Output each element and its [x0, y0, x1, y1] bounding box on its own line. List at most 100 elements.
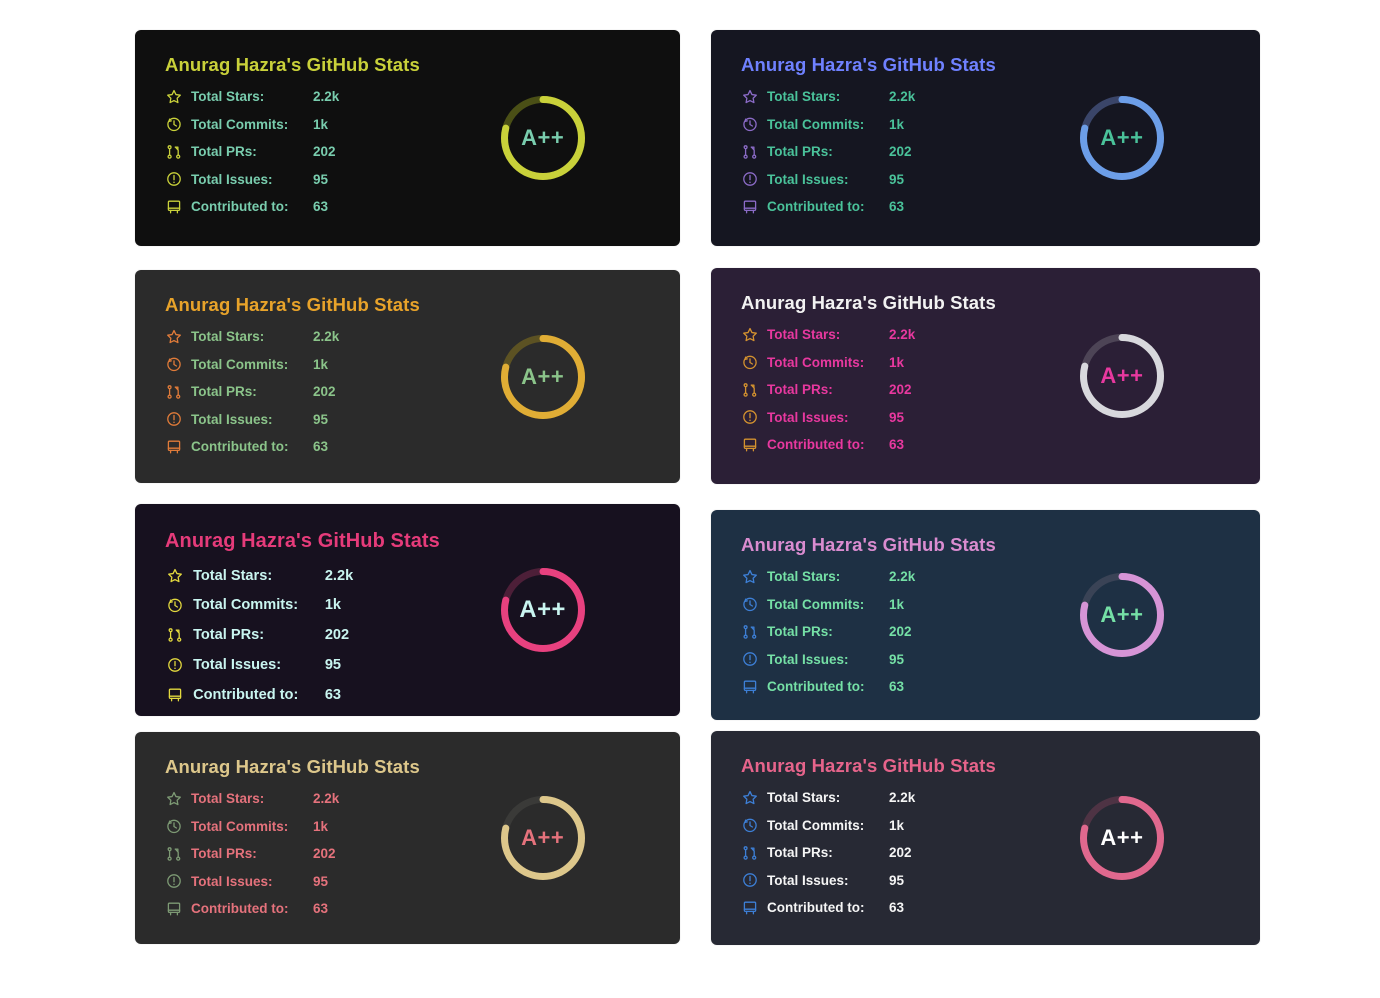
stat-value: 202	[889, 144, 912, 159]
stat-row: Contributed to: 63	[741, 678, 915, 695]
github-stats-card-deep-purple[interactable]: Anurag Hazra's GitHub Stats Total Stars: 2…	[135, 504, 680, 716]
rank-ring-svg	[1079, 334, 1164, 418]
stat-row: Contributed to: 63	[741, 899, 915, 916]
repo-icon	[741, 679, 759, 695]
clock-icon	[165, 597, 184, 613]
star-icon	[741, 327, 759, 343]
stat-label: Total Issues:	[767, 651, 849, 667]
stat-label: Total Commits:	[191, 356, 289, 372]
stat-label: Contributed to:	[191, 199, 289, 214]
issue-icon	[165, 411, 183, 427]
stat-label: Total Stars:	[191, 89, 265, 104]
stat-value: 1k	[313, 356, 329, 372]
stat-row: Contributed to: 63	[165, 198, 339, 215]
clock-icon	[165, 116, 183, 132]
stat-row: Total PRs: 202	[741, 623, 915, 640]
stat-row: Total Stars: 2.2k	[741, 88, 915, 105]
stat-label: Contributed to:	[193, 686, 299, 703]
stat-label: Total Issues:	[767, 872, 849, 888]
stat-row: Total Commits: 1k	[741, 817, 915, 834]
github-stats-card-gruvbox[interactable]: Anurag Hazra's GitHub Stats Total Stars: 2…	[135, 270, 680, 483]
stat-label: Contributed to:	[767, 437, 865, 452]
github-stats-card-dark-green[interactable]: Anurag Hazra's GitHub Stats Total Stars: 2…	[135, 30, 680, 246]
stat-row: Total Commits: 1k	[741, 354, 915, 371]
stat-value: 63	[313, 199, 329, 214]
stat-label: Total Commits:	[191, 818, 289, 834]
pull-request-icon	[741, 624, 759, 640]
card-title: Anurag Hazra's GitHub Stats	[165, 529, 440, 552]
rank-text: A++	[521, 825, 565, 850]
repo-icon	[741, 900, 759, 916]
stat-label: Total Issues:	[767, 171, 849, 187]
stat-row: Total PRs: 202	[741, 844, 915, 861]
rank-text: A++	[521, 125, 565, 150]
repo-icon	[165, 199, 183, 215]
card-title: Anurag Hazra's GitHub Stats	[741, 292, 996, 313]
card-title: Anurag Hazra's GitHub Stats	[741, 755, 996, 776]
clock-icon	[741, 354, 759, 370]
rank-ring-svg	[500, 796, 585, 880]
rank-ring: A++	[1079, 334, 1164, 418]
github-stats-card-graphite-pink[interactable]: Anurag Hazra's GitHub Stats Total Stars: 2…	[711, 731, 1260, 945]
stat-row: Contributed to: 63	[165, 900, 339, 917]
github-stats-card-midnight-blue[interactable]: Anurag Hazra's GitHub Stats Total Stars: 2…	[711, 30, 1260, 246]
stat-row: Total Commits: 1k	[165, 818, 339, 835]
stat-row: Total PRs: 202	[165, 143, 339, 160]
stat-row: Total Stars: 2.2k	[741, 789, 915, 806]
rank-ring-svg	[500, 334, 585, 419]
stat-value: 202	[313, 384, 336, 399]
stat-label: Contributed to:	[767, 679, 865, 694]
stat-value: 95	[889, 171, 905, 187]
stat-label: Total Issues:	[191, 171, 273, 187]
stat-label: Total PRs:	[767, 845, 833, 860]
stat-row: Total Issues: 95	[165, 411, 339, 428]
stat-value: 2.2k	[889, 327, 916, 342]
star-icon	[741, 569, 759, 585]
pull-request-icon	[165, 627, 184, 643]
stat-label: Total Stars:	[767, 327, 841, 342]
stat-value: 2.2k	[889, 790, 916, 805]
stat-label: Total Issues:	[767, 409, 849, 425]
stat-label: Total PRs:	[767, 382, 833, 397]
stat-label: Contributed to:	[767, 900, 865, 915]
issue-icon	[741, 651, 759, 667]
stat-label: Total PRs:	[191, 846, 257, 861]
repo-icon	[165, 687, 184, 703]
stats-list: Total Stars: 2.2k Total Commits: 1k Total PR…	[165, 790, 339, 917]
stats-list: Total Stars: 2.2k Total Commits: 1k Total PR…	[165, 88, 339, 215]
star-icon	[165, 89, 183, 105]
stats-list: Total Stars: 2.2k Total Commits: 1k Total PR…	[741, 88, 915, 215]
stat-value: 95	[313, 411, 329, 427]
github-stats-card-slate-blue[interactable]: Anurag Hazra's GitHub Stats Total Stars: 2…	[711, 510, 1260, 720]
stat-value: 95	[313, 171, 329, 187]
pull-request-icon	[741, 382, 759, 398]
pull-request-icon	[741, 845, 759, 861]
stat-value: 202	[313, 846, 336, 861]
stat-value: 63	[889, 199, 905, 214]
star-icon	[165, 329, 183, 345]
repo-icon	[165, 439, 183, 455]
rank-ring: A++	[500, 334, 585, 419]
rank-ring: A++	[1079, 573, 1164, 657]
rank-ring: A++	[500, 96, 585, 180]
github-stats-card-sepia[interactable]: Anurag Hazra's GitHub Stats Total Stars: 2…	[135, 732, 680, 944]
issue-icon	[741, 171, 759, 187]
clock-icon	[741, 817, 759, 833]
stat-row: Total Issues: 95	[165, 656, 353, 674]
stat-value: 2.2k	[313, 89, 340, 104]
stat-row: Total Issues: 95	[741, 872, 915, 889]
stat-label: Total Stars:	[767, 89, 841, 104]
stat-value: 1k	[889, 596, 905, 612]
stat-row: Total Stars: 2.2k	[165, 328, 339, 345]
github-stats-card-dark-purple[interactable]: Anurag Hazra's GitHub Stats Total Stars: 2…	[711, 268, 1260, 484]
card-title: Anurag Hazra's GitHub Stats	[165, 294, 420, 315]
stat-label: Total Commits:	[767, 596, 865, 612]
star-icon	[165, 791, 183, 807]
issue-icon	[165, 873, 183, 889]
card-title: Anurag Hazra's GitHub Stats	[165, 756, 420, 777]
pull-request-icon	[165, 846, 183, 862]
rank-text: A++	[521, 363, 565, 389]
stats-list: Total Stars: 2.2k Total Commits: 1k Total PR…	[741, 326, 915, 453]
stat-row: Total Commits: 1k	[165, 596, 353, 614]
repo-icon	[165, 901, 183, 917]
